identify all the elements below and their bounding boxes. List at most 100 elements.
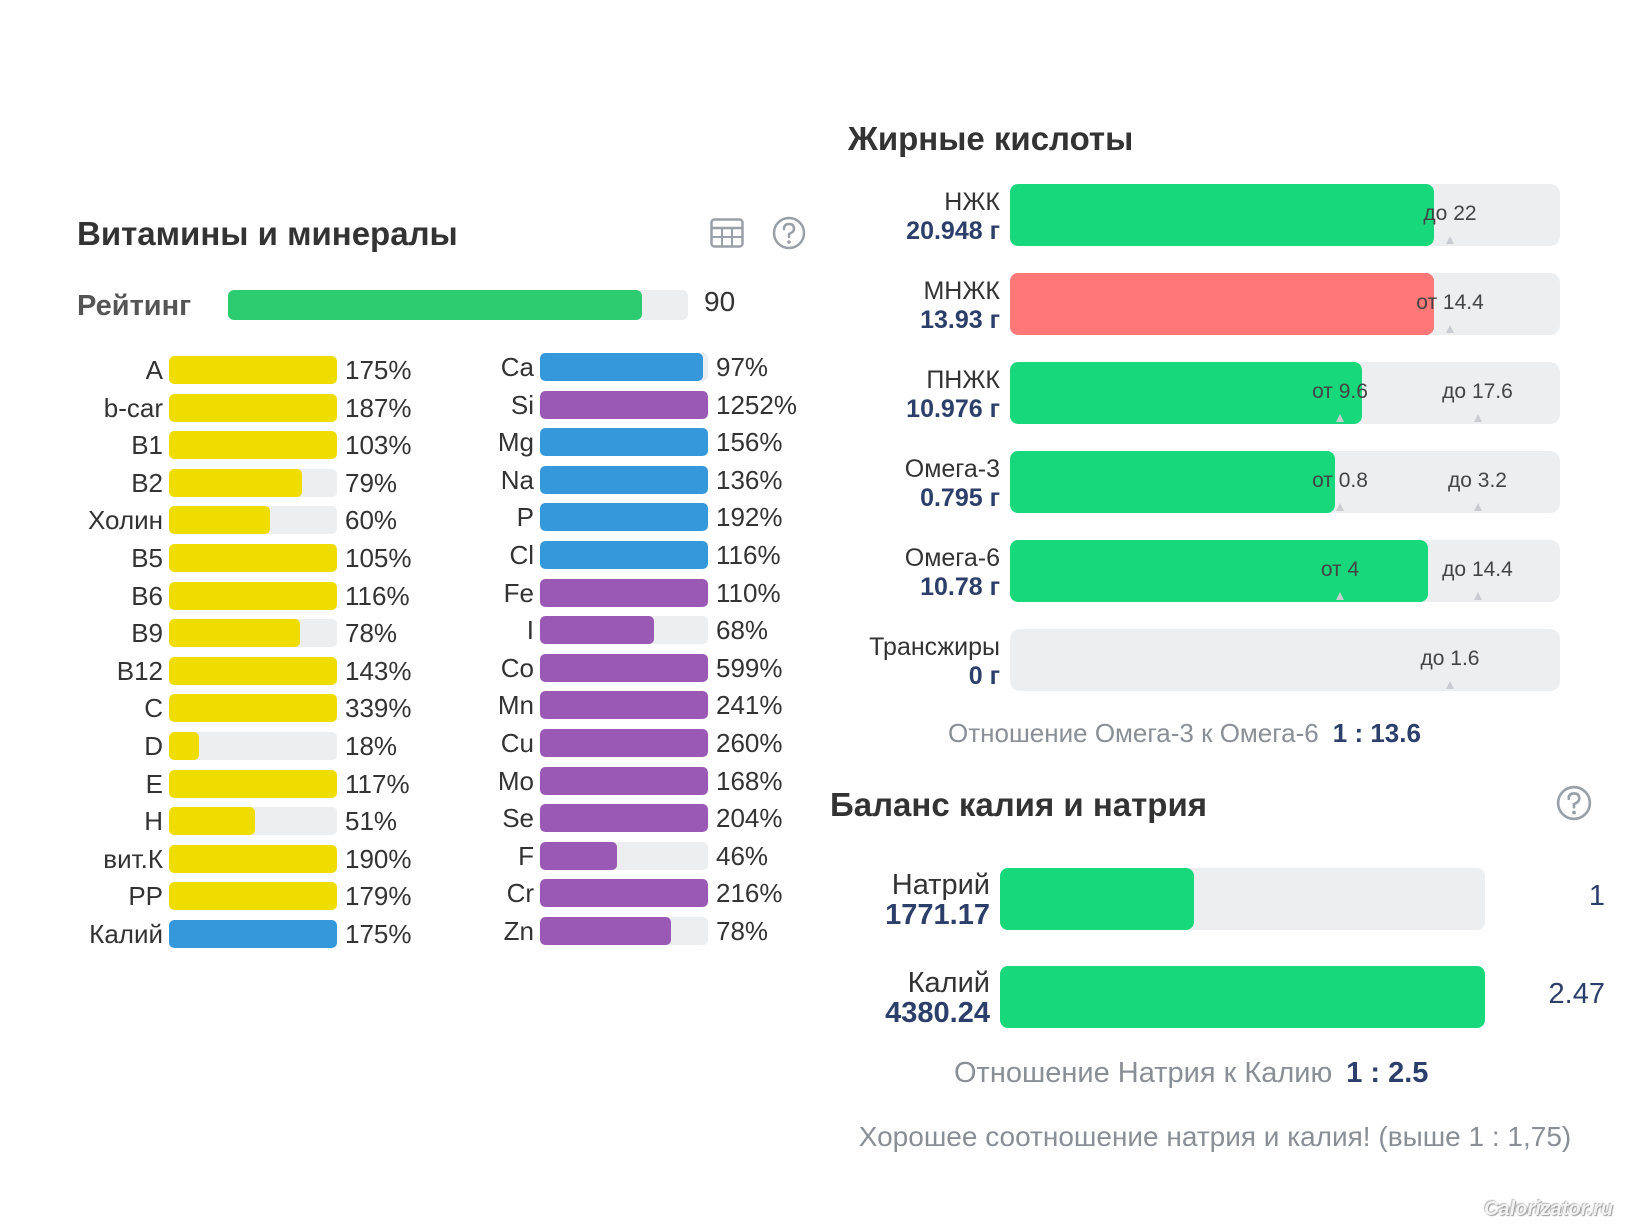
- vitamin-bar: [169, 619, 337, 648]
- mineral-row: [0, 654, 1, 682]
- balance-label: Калий 4380.24: [830, 968, 990, 1028]
- fatty-acid-norm-marker: [1446, 681, 1454, 689]
- mineral-percent: 192%: [716, 502, 783, 533]
- question-circle-icon[interactable]: [772, 216, 806, 250]
- mineral-bar-fill: [540, 653, 708, 682]
- vitamin-bar: [169, 581, 337, 610]
- balance-bar-fill: [1000, 868, 1194, 930]
- fatty-acid-norm-label: от 9.6: [1312, 380, 1368, 403]
- vitamin-name: B1: [131, 430, 163, 461]
- vitamin-bar-fill: [169, 468, 302, 497]
- mineral-name: Zn: [503, 916, 534, 946]
- mineral-bar-fill: [540, 804, 708, 833]
- vitamin-bar: [169, 694, 337, 723]
- mineral-name: Se: [502, 803, 534, 834]
- vitamin-bar-fill: [169, 506, 270, 535]
- mineral-bar: [540, 729, 708, 757]
- fatty-acid-bar: до 22: [1010, 184, 1560, 246]
- vitamin-percent: 18%: [345, 731, 398, 761]
- mineral-row: [0, 579, 1, 607]
- mineral-bar: [540, 879, 708, 908]
- fatty-acid-value: 0.795 г: [920, 484, 1000, 512]
- vitamin-name: вит.К: [103, 843, 163, 874]
- mineral-name: I: [526, 615, 534, 646]
- mineral-row: [0, 466, 1, 494]
- fatty-acid-norm-marker: [1446, 236, 1454, 244]
- fatty-acids-title: Жирные кислоты: [848, 120, 1134, 157]
- mineral-bar-fill: [540, 465, 708, 494]
- rating-bar-fill: [228, 290, 642, 320]
- vitamin-name: B5: [131, 543, 163, 573]
- vitamin-name: C: [144, 693, 163, 724]
- vitamin-name: B9: [131, 618, 163, 649]
- mineral-bar: [540, 428, 708, 457]
- vitamin-bar-fill: [169, 882, 337, 911]
- fatty-acid-value: 10.78 г: [920, 573, 1000, 601]
- vitamin-percent: 116%: [345, 580, 410, 611]
- vitamin-bar: [169, 844, 337, 873]
- vitamin-bar-fill: [169, 431, 337, 460]
- mineral-bar-fill: [540, 841, 618, 870]
- mineral-name: Cu: [500, 728, 534, 758]
- mineral-name: Na: [500, 464, 534, 495]
- vitamin-bar: [169, 431, 337, 460]
- vitamin-percent: 190%: [345, 843, 412, 874]
- mineral-bar-fill: [540, 879, 708, 908]
- vitamin-bar: [169, 769, 337, 798]
- fatty-acid-norm-label: до 14.4: [1442, 558, 1513, 581]
- mineral-name: Ca: [500, 352, 534, 382]
- mineral-percent: 1252%: [716, 389, 797, 420]
- vitamin-bar-fill: [169, 393, 337, 422]
- vitamin-bar-fill: [169, 694, 337, 723]
- vitamin-bar-fill: [169, 581, 337, 610]
- balance-bar: [1000, 966, 1485, 1028]
- fatty-acid-value: 20.948 г: [906, 217, 1000, 245]
- mineral-bar: [540, 465, 708, 494]
- fatty-acid-value: 13.93 г: [920, 306, 1000, 334]
- balance-value: 4380.24: [885, 997, 990, 1029]
- mineral-percent: 156%: [716, 427, 783, 458]
- mineral-row: [0, 391, 1, 419]
- mineral-row: [0, 541, 1, 569]
- vitamin-bar-fill: [169, 807, 255, 836]
- fatty-acid-name: ПНЖК: [926, 366, 1000, 394]
- fatty-acid-value: 0 г: [968, 662, 1000, 690]
- fatty-acid-label: Омега-6 10.78 г: [840, 544, 1000, 602]
- balance-bar-fill: [1000, 966, 1485, 1028]
- fatty-acid-norm-label: до 3.2: [1448, 469, 1507, 492]
- table-icon[interactable]: [710, 218, 744, 248]
- mineral-bar: [540, 353, 708, 381]
- mineral-bar-fill: [540, 428, 708, 457]
- mineral-row: [0, 503, 1, 531]
- balance-ratio-value: 1: [1588, 880, 1605, 912]
- mineral-row: [0, 729, 1, 757]
- mineral-percent: 68%: [716, 615, 769, 646]
- vitamin-name: PP: [128, 881, 163, 912]
- fatty-acid-label: ПНЖК 10.976 г: [840, 366, 1000, 424]
- fatty-acid-norm-marker: [1473, 414, 1482, 422]
- fatty-acid-bar: от 4 до 14.4: [1010, 540, 1560, 602]
- mineral-row: [0, 842, 1, 870]
- fatty-acid-norm-label: от 0.8: [1312, 469, 1368, 492]
- mineral-row: [0, 428, 1, 456]
- fatty-acid-norm-marker: [1473, 503, 1482, 511]
- balance-ratio-value: 2.47: [1548, 978, 1605, 1010]
- fatty-acid-name: НЖК: [944, 188, 1000, 216]
- mineral-percent: 241%: [716, 690, 783, 721]
- vitamin-bar-fill: [169, 656, 337, 685]
- vitamin-percent: 51%: [345, 806, 398, 837]
- question-circle-icon[interactable]: [1556, 785, 1592, 821]
- mineral-bar: [540, 691, 708, 720]
- fatty-acid-label: МНЖК 13.93 г: [840, 277, 1000, 335]
- mineral-name: Mn: [497, 690, 534, 721]
- mineral-bar-fill: [540, 503, 708, 532]
- mineral-percent: 168%: [716, 765, 783, 796]
- balance-name: Калий: [907, 967, 990, 999]
- vitamin-bar: [169, 732, 337, 760]
- mineral-bar: [540, 390, 708, 419]
- mineral-row: [0, 804, 1, 832]
- mineral-percent: 97%: [716, 352, 769, 382]
- vitamin-percent: 179%: [345, 881, 412, 912]
- mineral-bar-fill: [540, 766, 708, 795]
- fatty-acid-norm-marker: [1473, 592, 1482, 600]
